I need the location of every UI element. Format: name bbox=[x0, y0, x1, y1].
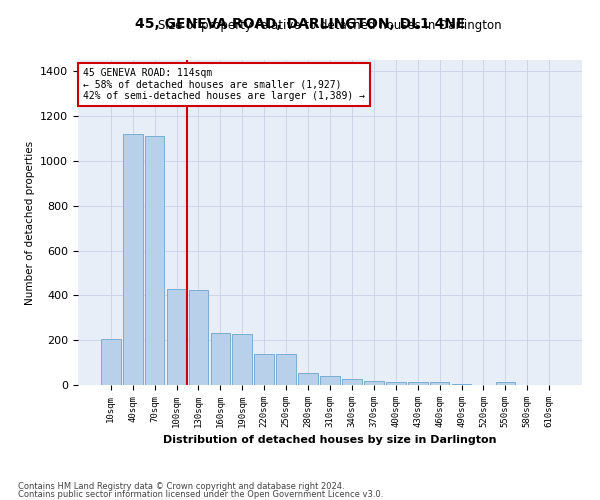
Bar bbox=[254, 354, 274, 385]
Bar bbox=[123, 134, 143, 385]
Bar bbox=[364, 380, 384, 385]
Bar bbox=[342, 380, 362, 385]
Bar bbox=[452, 384, 472, 385]
Bar bbox=[167, 288, 187, 385]
Bar bbox=[101, 339, 121, 385]
Bar bbox=[145, 136, 164, 385]
Text: Contains HM Land Registry data © Crown copyright and database right 2024.: Contains HM Land Registry data © Crown c… bbox=[18, 482, 344, 491]
Text: Contains public sector information licensed under the Open Government Licence v3: Contains public sector information licen… bbox=[18, 490, 383, 499]
Bar bbox=[298, 372, 318, 385]
Y-axis label: Number of detached properties: Number of detached properties bbox=[25, 140, 35, 304]
Bar bbox=[408, 382, 428, 385]
Text: 45 GENEVA ROAD: 114sqm
← 58% of detached houses are smaller (1,927)
42% of semi-: 45 GENEVA ROAD: 114sqm ← 58% of detached… bbox=[83, 68, 365, 102]
Title: Size of property relative to detached houses in Darlington: Size of property relative to detached ho… bbox=[158, 20, 502, 32]
Bar bbox=[496, 382, 515, 385]
Bar bbox=[211, 334, 230, 385]
Bar bbox=[232, 334, 252, 385]
Text: 45, GENEVA ROAD, DARLINGTON, DL1 4NE: 45, GENEVA ROAD, DARLINGTON, DL1 4NE bbox=[135, 18, 465, 32]
Bar bbox=[276, 354, 296, 385]
Bar bbox=[188, 290, 208, 385]
Bar bbox=[386, 382, 406, 385]
Bar bbox=[430, 382, 449, 385]
X-axis label: Distribution of detached houses by size in Darlington: Distribution of detached houses by size … bbox=[163, 436, 497, 446]
Bar bbox=[320, 376, 340, 385]
